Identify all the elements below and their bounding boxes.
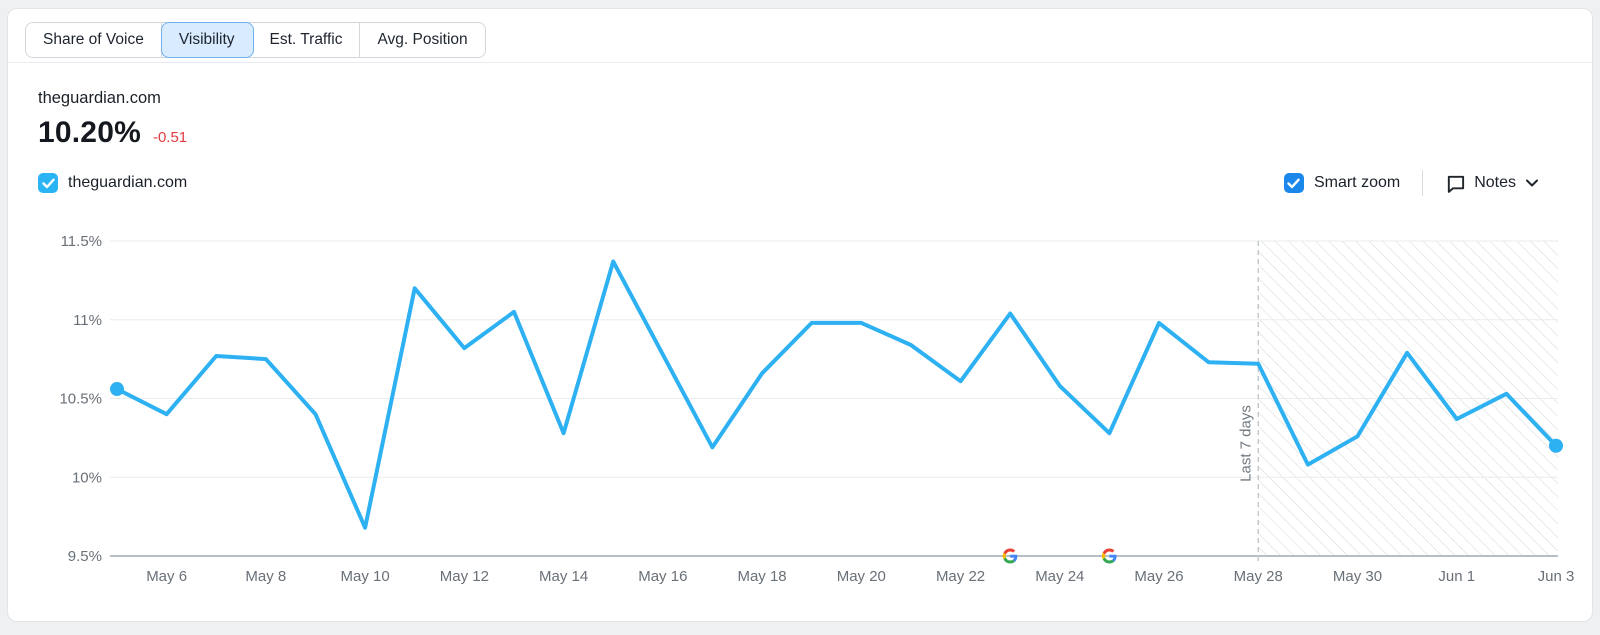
y-tick-label: 10% xyxy=(72,469,102,486)
x-tick-label: May 14 xyxy=(539,568,588,585)
visibility-line[interactable] xyxy=(115,259,1558,530)
checkmark-icon xyxy=(1287,178,1301,188)
google-update-icon[interactable] xyxy=(1101,548,1118,565)
checkmark-icon xyxy=(41,178,55,188)
x-tick-label: Jun 3 xyxy=(1538,568,1575,585)
tab-visibility[interactable]: Visibility xyxy=(161,23,253,57)
tab-est-traffic[interactable]: Est. Traffic xyxy=(253,23,361,57)
y-tick-label: 9.5% xyxy=(68,548,102,565)
x-tick-label: May 24 xyxy=(1035,568,1084,585)
controls-divider xyxy=(1422,170,1424,196)
forecast-label: Last 7 days xyxy=(1237,405,1254,482)
x-tick-label: May 26 xyxy=(1134,568,1183,585)
notes-bubble-icon xyxy=(1448,175,1465,193)
metric-change: -0.51 xyxy=(152,129,188,146)
x-tick-label: May 28 xyxy=(1234,568,1283,585)
smart-zoom-label: Smart zoom xyxy=(1313,174,1401,191)
smart-zoom-checkbox[interactable] xyxy=(1283,173,1304,193)
y-tick-label: 10.5% xyxy=(59,391,102,408)
metric-domain: theguardian.com xyxy=(38,89,161,107)
tab-avg-position[interactable]: Avg. Position xyxy=(377,31,468,48)
visibility-chart: 11.5% 11% 10.5% 10% 9.5% Last 7 days May 6 May … xyxy=(59,233,1575,585)
metric-tab-group: Share of Voice Visibility Est. Traffic A… xyxy=(25,22,486,58)
series-endpoint-dot[interactable] xyxy=(1549,438,1563,453)
visibility-card: Share of Voice Visibility Est. Traffic A… xyxy=(7,8,1593,622)
tab-share-of-voice[interactable]: Share of Voice xyxy=(26,23,162,57)
x-tick-label: May 10 xyxy=(341,568,390,585)
x-tick-label: May 8 xyxy=(245,568,286,585)
x-tick-label: May 12 xyxy=(440,568,489,585)
metric-header: theguardian.com 10.20% -0.51 xyxy=(38,89,1592,150)
x-tick-label: May 22 xyxy=(936,568,985,585)
metric-tabs-row: Share of Voice Visibility Est. Traffic A… xyxy=(8,9,1592,63)
legend-checkbox[interactable] xyxy=(38,173,58,193)
notes-button[interactable]: Notes xyxy=(1445,173,1540,194)
chart-controls-row: theguardian.com Smart zoom Notes xyxy=(8,170,1592,196)
chevron-down-icon xyxy=(1526,179,1538,187)
x-tick-label: May 16 xyxy=(638,568,687,585)
y-tick-label: 11.5% xyxy=(61,233,102,250)
x-tick-label: May 30 xyxy=(1333,568,1382,585)
metric-value: 10.20% xyxy=(38,116,141,149)
x-tick-label: May 20 xyxy=(837,568,886,585)
legend-label: theguardian.com xyxy=(68,174,188,191)
notes-label: Notes xyxy=(1474,174,1516,191)
x-tick-label: May 6 xyxy=(146,568,187,585)
y-tick-label: 11% xyxy=(73,312,102,329)
x-tick-label: Jun 1 xyxy=(1438,568,1475,585)
x-tick-label: May 18 xyxy=(737,568,786,585)
google-update-icon[interactable] xyxy=(1002,548,1019,565)
series-endpoint-dot[interactable] xyxy=(110,382,124,397)
